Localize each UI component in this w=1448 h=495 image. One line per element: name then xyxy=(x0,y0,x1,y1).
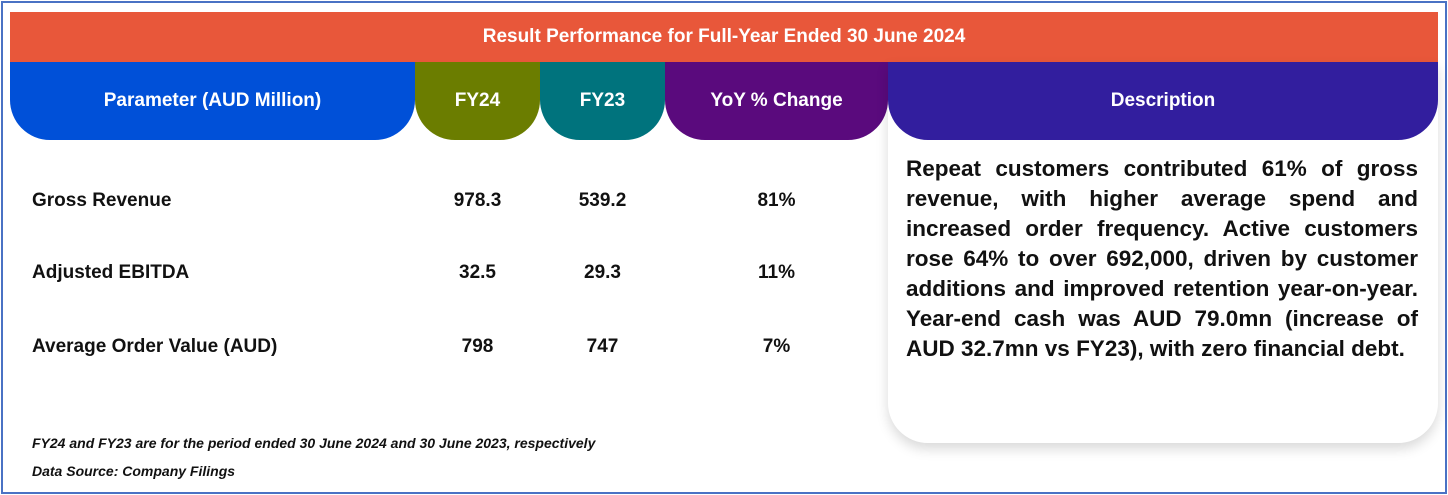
footnote-period: FY24 and FY23 are for the period ended 3… xyxy=(32,435,596,451)
table-title: Result Performance for Full-Year Ended 3… xyxy=(10,12,1438,62)
header-description: Description xyxy=(888,62,1438,140)
header-parameter: Parameter (AUD Million) xyxy=(10,62,415,140)
yoy-value: 11% xyxy=(758,262,795,283)
fy23-value: 29.3 xyxy=(584,262,621,283)
row-label: Adjusted EBITDA xyxy=(32,262,190,283)
yoy-value: 7% xyxy=(762,336,791,357)
header-fy23: FY23 xyxy=(540,62,665,140)
footnote-source: Data Source: Company Filings xyxy=(32,463,236,479)
fy24-value: 32.5 xyxy=(459,262,496,283)
description-text: Repeat customers contributed 61% of gros… xyxy=(906,156,1418,361)
description-card: Description Repeat customers contributed… xyxy=(888,62,1438,443)
fy24-value: 978.3 xyxy=(453,190,502,211)
row-label: Gross Revenue xyxy=(32,190,172,211)
header-fy24: FY24 xyxy=(415,62,540,140)
fy23-value: 747 xyxy=(586,336,619,357)
row-label: Average Order Value (AUD) xyxy=(32,336,278,357)
yoy-value: 81% xyxy=(757,190,796,211)
fy24-value: 798 xyxy=(461,336,494,357)
header-yoy: YoY % Change xyxy=(665,62,888,140)
fy23-value: 539.2 xyxy=(578,190,627,211)
